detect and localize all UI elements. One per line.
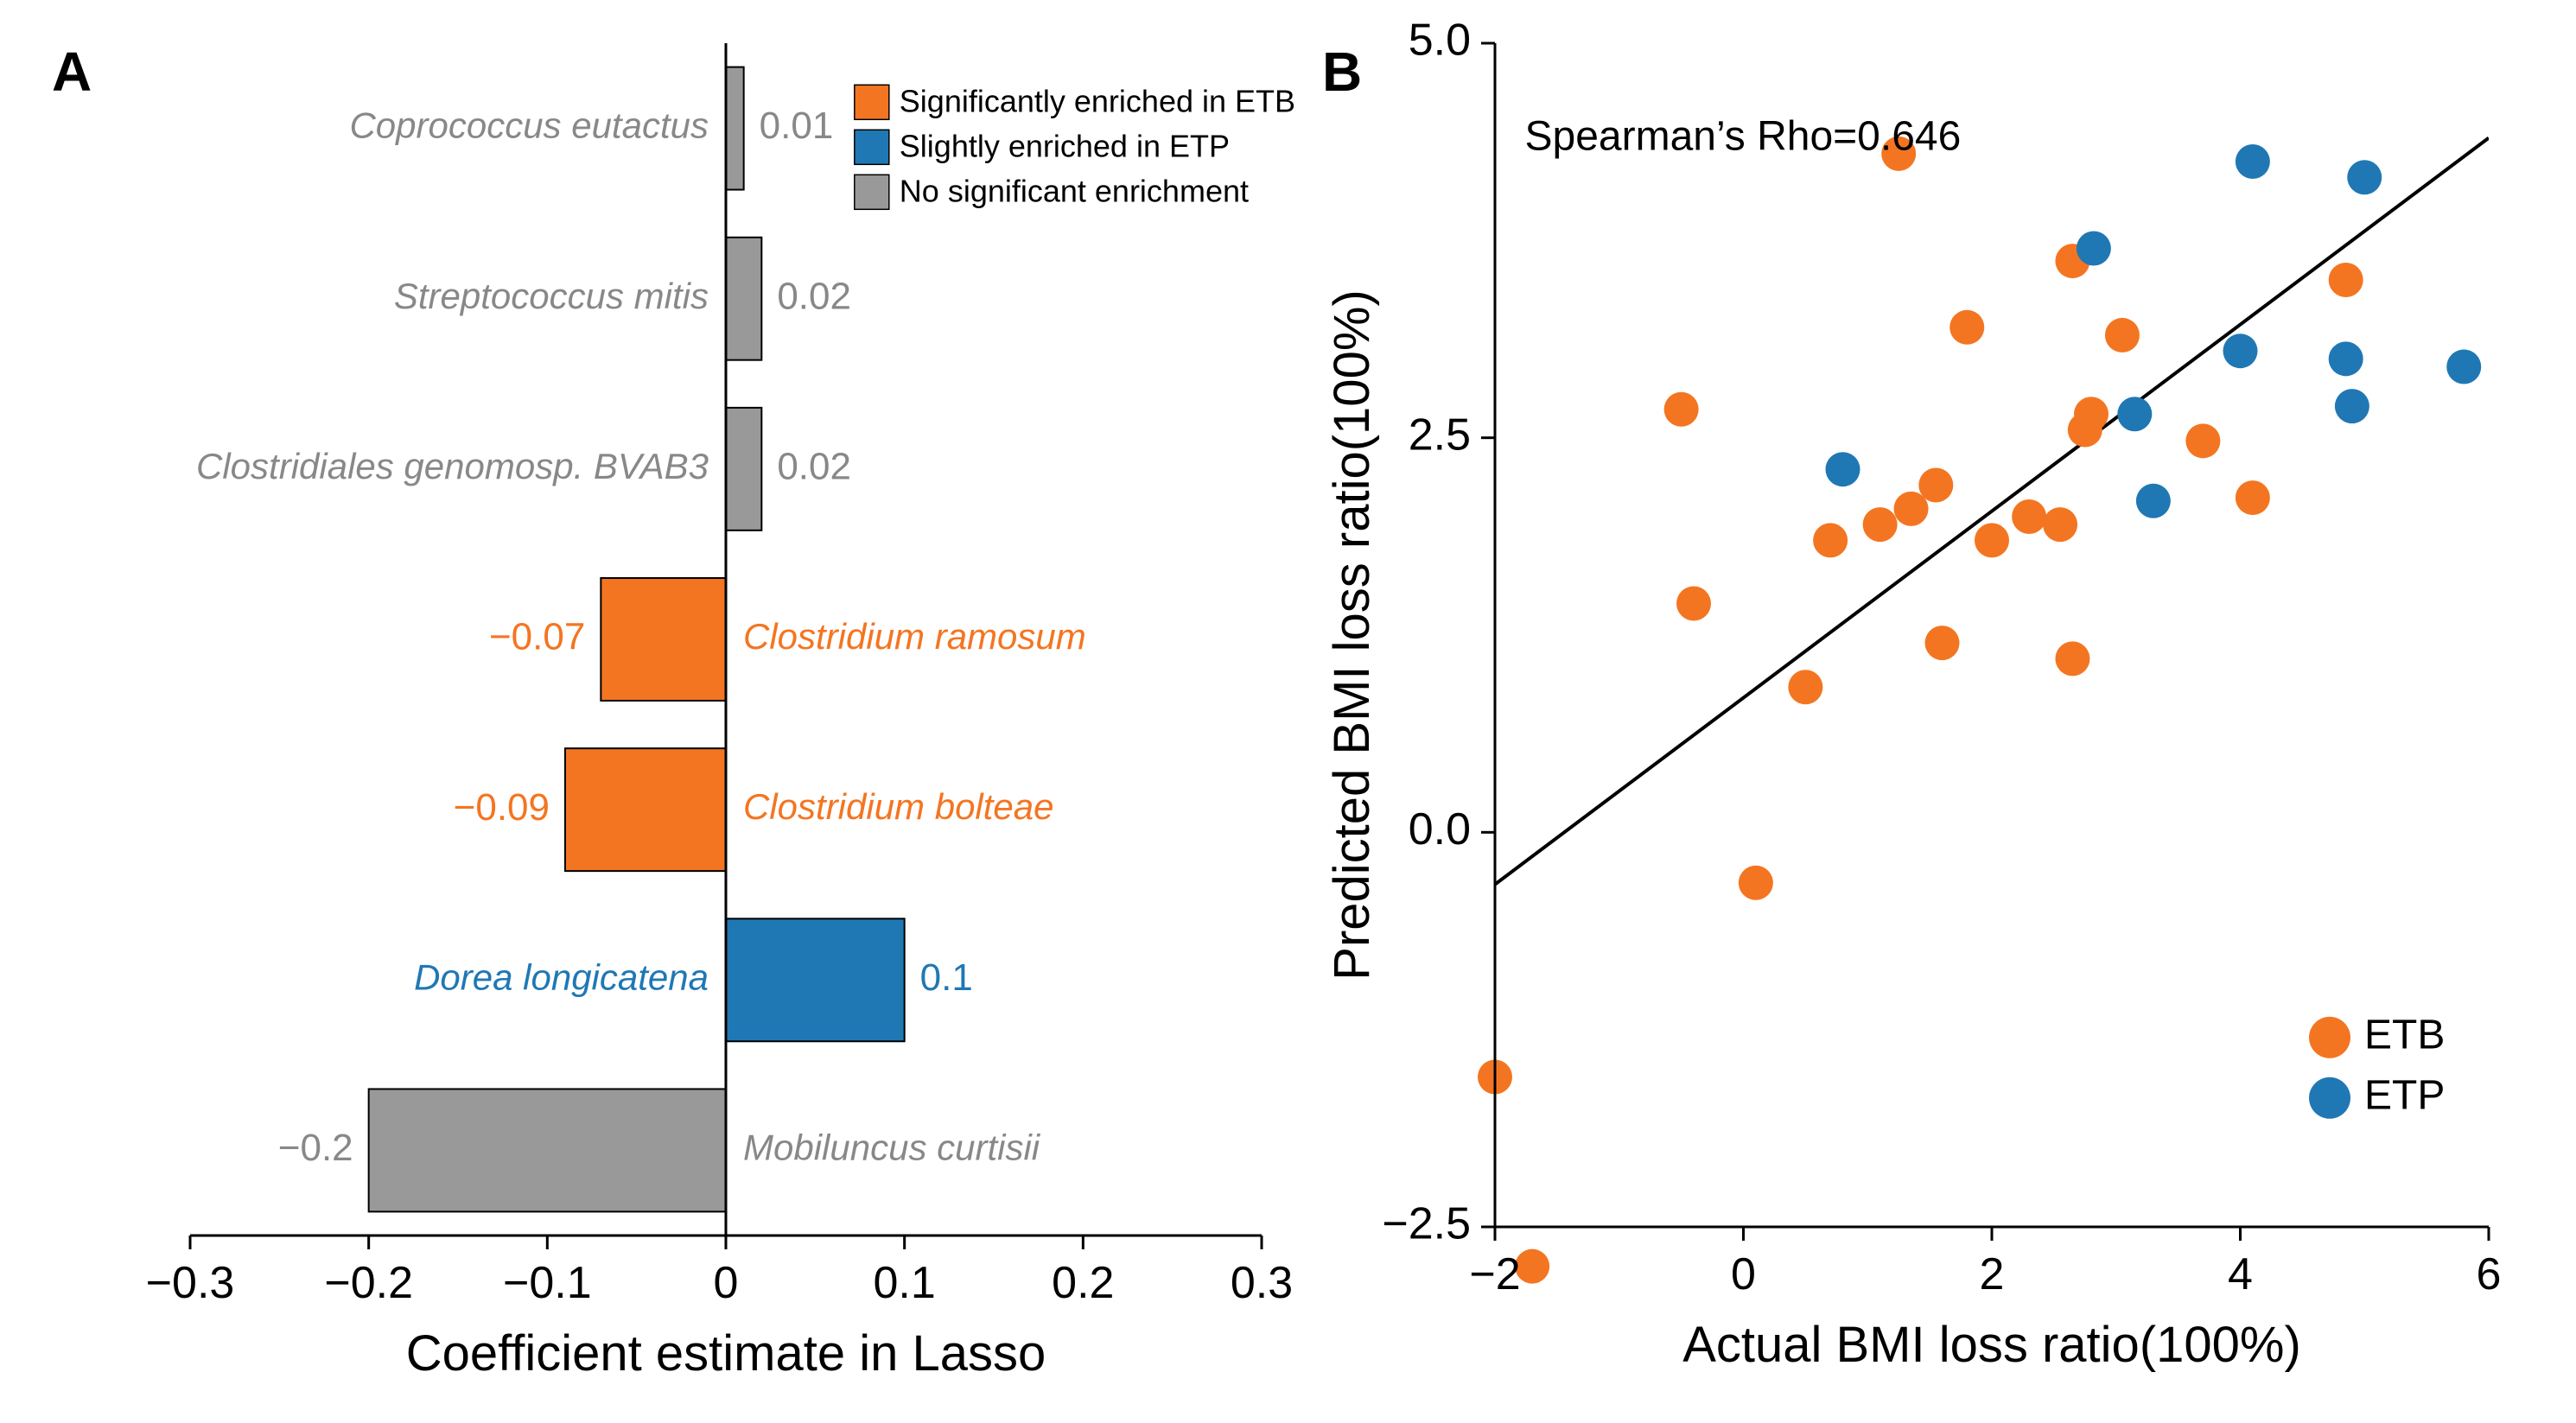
scatter-point	[2236, 144, 2270, 179]
panel-a-legend-label: Significantly enriched in ETB	[900, 84, 1295, 119]
panel-a-x-label: Coefficient estimate in Lasso	[406, 1325, 1046, 1382]
scatter-point	[2335, 389, 2369, 423]
lasso-bar	[565, 748, 726, 871]
scatter-point	[1813, 523, 1848, 557]
panel-b-legend-label: ETB	[2364, 1012, 2445, 1058]
lasso-bar	[726, 238, 761, 360]
panel-b-y-tick-label: −2.5	[1382, 1199, 1471, 1249]
panel-b-x-tick-label: 0	[1731, 1249, 1756, 1299]
lasso-bar-species: Mobiluncus curtisii	[743, 1128, 1041, 1168]
lasso-bar-value: 0.1	[920, 956, 973, 999]
lasso-bar-species: Clostridiales genomosp. BVAB3	[196, 446, 709, 486]
lasso-bar	[726, 408, 761, 530]
panel-b-y-label: Predicted BMI loss ratio(100%)	[1324, 289, 1380, 980]
panel-b-annotation: Spearman’s Rho=0.646	[1525, 113, 1962, 159]
scatter-point	[1975, 523, 2009, 557]
panel-a-x-tick-label: −0.3	[146, 1258, 235, 1308]
panel-a-legend-swatch	[855, 130, 889, 164]
lasso-bar-value: −0.09	[454, 786, 550, 829]
panel-b-y-tick-label: 2.5	[1409, 410, 1471, 460]
panel-b-y-tick-label: 5.0	[1409, 16, 1471, 66]
scatter-point	[2446, 349, 2481, 384]
scatter-point	[1788, 670, 1822, 704]
panel-a-x-tick-label: −0.1	[503, 1258, 592, 1308]
lasso-bar	[369, 1089, 726, 1211]
panel-b-y-tick-label: 0.0	[1409, 804, 1471, 854]
scatter-point	[1863, 507, 1898, 542]
lasso-bar-species: Clostridium ramosum	[743, 616, 1086, 657]
scatter-point	[2077, 231, 2111, 265]
lasso-bar	[726, 67, 744, 190]
panel-b-legend-label: ETP	[2364, 1072, 2445, 1118]
panel-b-legend-marker	[2309, 1077, 2350, 1119]
figure-root: A0.01Coprococcus eutactus0.02Streptococc…	[0, 0, 2576, 1423]
lasso-bar-value: 0.02	[777, 445, 851, 487]
scatter-point	[1925, 626, 1960, 660]
scatter-point	[1739, 866, 1773, 900]
panel-b-legend-marker	[2309, 1017, 2350, 1058]
lasso-bar-species: Coprococcus eutactus	[349, 105, 709, 146]
scatter-point	[2236, 480, 2270, 515]
lasso-bar	[601, 578, 726, 701]
lasso-bar-value: 0.02	[777, 275, 851, 317]
lasso-bar-species: Clostridium bolteae	[743, 786, 1054, 827]
scatter-point	[2074, 397, 2109, 431]
panel-a-x-tick-label: 0	[714, 1258, 739, 1308]
lasso-bar-species: Dorea longicatena	[414, 956, 709, 997]
scatter-point	[1826, 452, 1860, 486]
panel-a-legend-label: No significant enrichment	[900, 174, 1249, 209]
lasso-bar-value: −0.2	[278, 1127, 353, 1169]
scatter-point	[2329, 341, 2363, 376]
lasso-bar-species: Streptococcus mitis	[394, 276, 709, 316]
scatter-point	[1949, 310, 1984, 345]
lasso-bar-value: 0.01	[760, 105, 834, 147]
scatter-point	[2105, 318, 2140, 353]
scatter-point	[2117, 397, 2152, 431]
panel-a-legend-swatch	[855, 85, 889, 119]
scatter-point	[2329, 263, 2363, 297]
scatter-point	[2055, 641, 2089, 676]
panel-b-label: B	[1322, 41, 1362, 103]
scatter-point	[2136, 484, 2171, 518]
panel-a-x-tick-label: 0.1	[874, 1258, 936, 1308]
panel-b-x-tick-label: −2	[1469, 1249, 1520, 1299]
panel-b-x-label: Actual BMI loss ratio(100%)	[1682, 1317, 2301, 1373]
scatter-point	[2043, 507, 2077, 542]
scatter-point	[2012, 499, 2046, 534]
panel-a-x-tick-label: 0.3	[1231, 1258, 1293, 1308]
scatter-point	[1676, 586, 1711, 620]
panel-a-legend-swatch	[855, 175, 889, 209]
scatter-point	[2185, 423, 2220, 458]
scatter-point	[2223, 334, 2258, 368]
scatter-point	[1664, 392, 1699, 427]
scatter-point	[2347, 160, 2382, 194]
panel-b-x-tick-label: 4	[2228, 1249, 2253, 1299]
lasso-bar-value: −0.07	[489, 616, 585, 658]
scatter-point	[1918, 467, 1953, 502]
panel-b-x-tick-label: 2	[1980, 1249, 2005, 1299]
lasso-bar	[726, 918, 905, 1041]
figure-svg: A0.01Coprococcus eutactus0.02Streptococc…	[0, 0, 2576, 1423]
panel-a-label: A	[52, 41, 92, 103]
panel-a-legend-label: Slightly enriched in ETP	[900, 129, 1230, 164]
panel-a-x-tick-label: 0.2	[1052, 1258, 1114, 1308]
panel-a-x-tick-label: −0.2	[324, 1258, 413, 1308]
panel-b-x-tick-label: 6	[2477, 1249, 2502, 1299]
